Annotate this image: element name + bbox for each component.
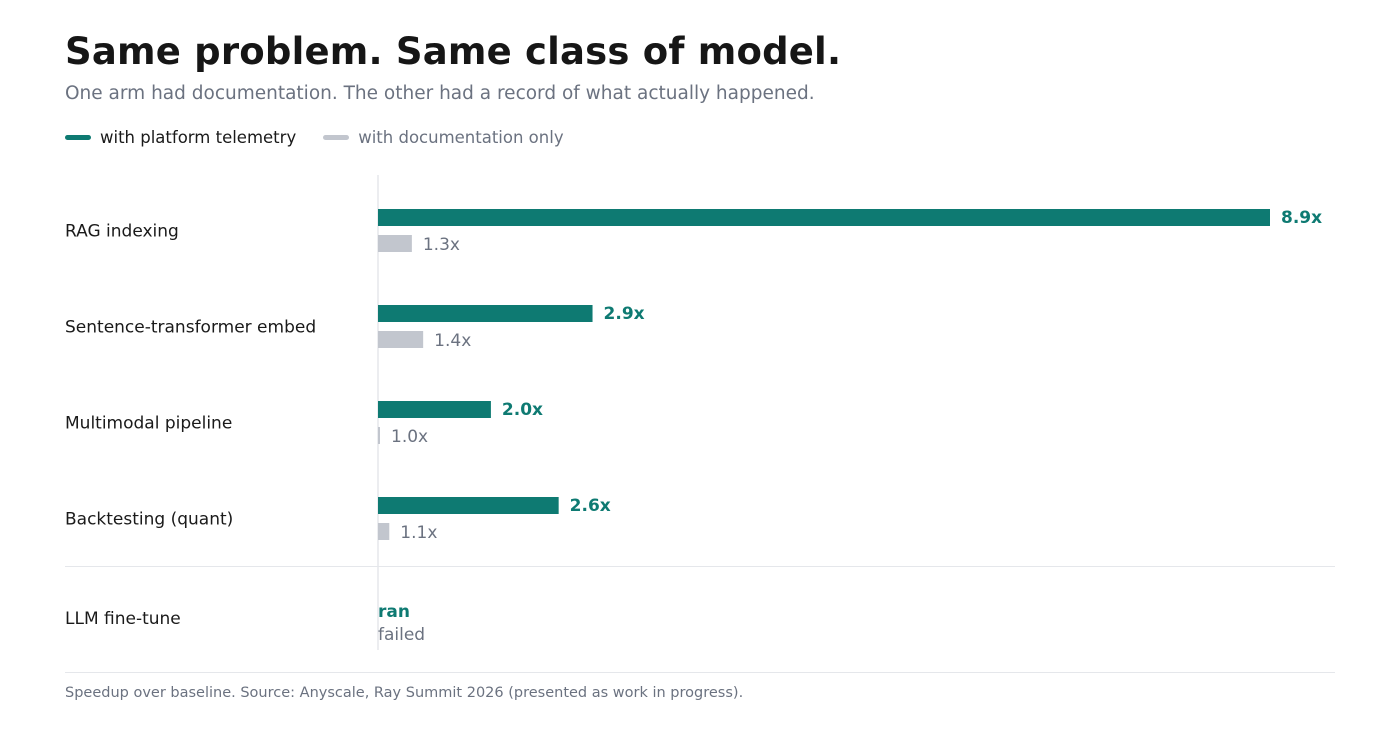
legend-label-docs: with documentation only bbox=[358, 128, 564, 147]
category-label: RAG indexing bbox=[65, 222, 179, 242]
value-label-telemetry: 2.9x bbox=[604, 304, 645, 324]
page-subtitle: One arm had documentation. The other had… bbox=[65, 83, 815, 104]
category-label: Backtesting (quant) bbox=[65, 510, 233, 530]
legend-item-docs: with documentation only bbox=[323, 128, 564, 147]
bar-docs bbox=[378, 523, 390, 540]
outcome-label-telemetry: ran bbox=[378, 602, 410, 622]
bar-telemetry bbox=[378, 401, 491, 418]
value-label-telemetry: 2.0x bbox=[502, 400, 543, 420]
bar-telemetry bbox=[378, 209, 1270, 226]
category-label: Multimodal pipeline bbox=[65, 414, 232, 434]
legend: with platform telemetry with documentati… bbox=[65, 128, 591, 147]
bar-docs bbox=[378, 427, 380, 444]
category-label: Sentence-transformer embed bbox=[65, 318, 316, 338]
footnote: Speedup over baseline. Source: Anyscale,… bbox=[65, 685, 744, 701]
bar-docs bbox=[378, 331, 424, 348]
value-label-docs: 1.1x bbox=[400, 523, 437, 543]
bar-telemetry bbox=[378, 305, 593, 322]
page-title: Same problem. Same class of model. bbox=[65, 30, 842, 73]
legend-item-telemetry: with platform telemetry bbox=[65, 128, 296, 147]
outcome-label-docs: failed bbox=[378, 625, 425, 645]
value-label-telemetry: 8.9x bbox=[1281, 208, 1322, 228]
value-label-docs: 1.4x bbox=[434, 331, 471, 351]
value-label-docs: 1.3x bbox=[423, 235, 460, 255]
value-label-telemetry: 2.6x bbox=[570, 496, 611, 516]
value-label-docs: 1.0x bbox=[391, 427, 428, 447]
category-label: LLM fine-tune bbox=[65, 609, 181, 629]
bar-docs bbox=[378, 235, 412, 252]
legend-label-telemetry: with platform telemetry bbox=[100, 128, 297, 147]
legend-swatch-telemetry bbox=[65, 135, 91, 140]
bar-telemetry bbox=[378, 497, 559, 514]
legend-swatch-docs bbox=[323, 135, 350, 140]
